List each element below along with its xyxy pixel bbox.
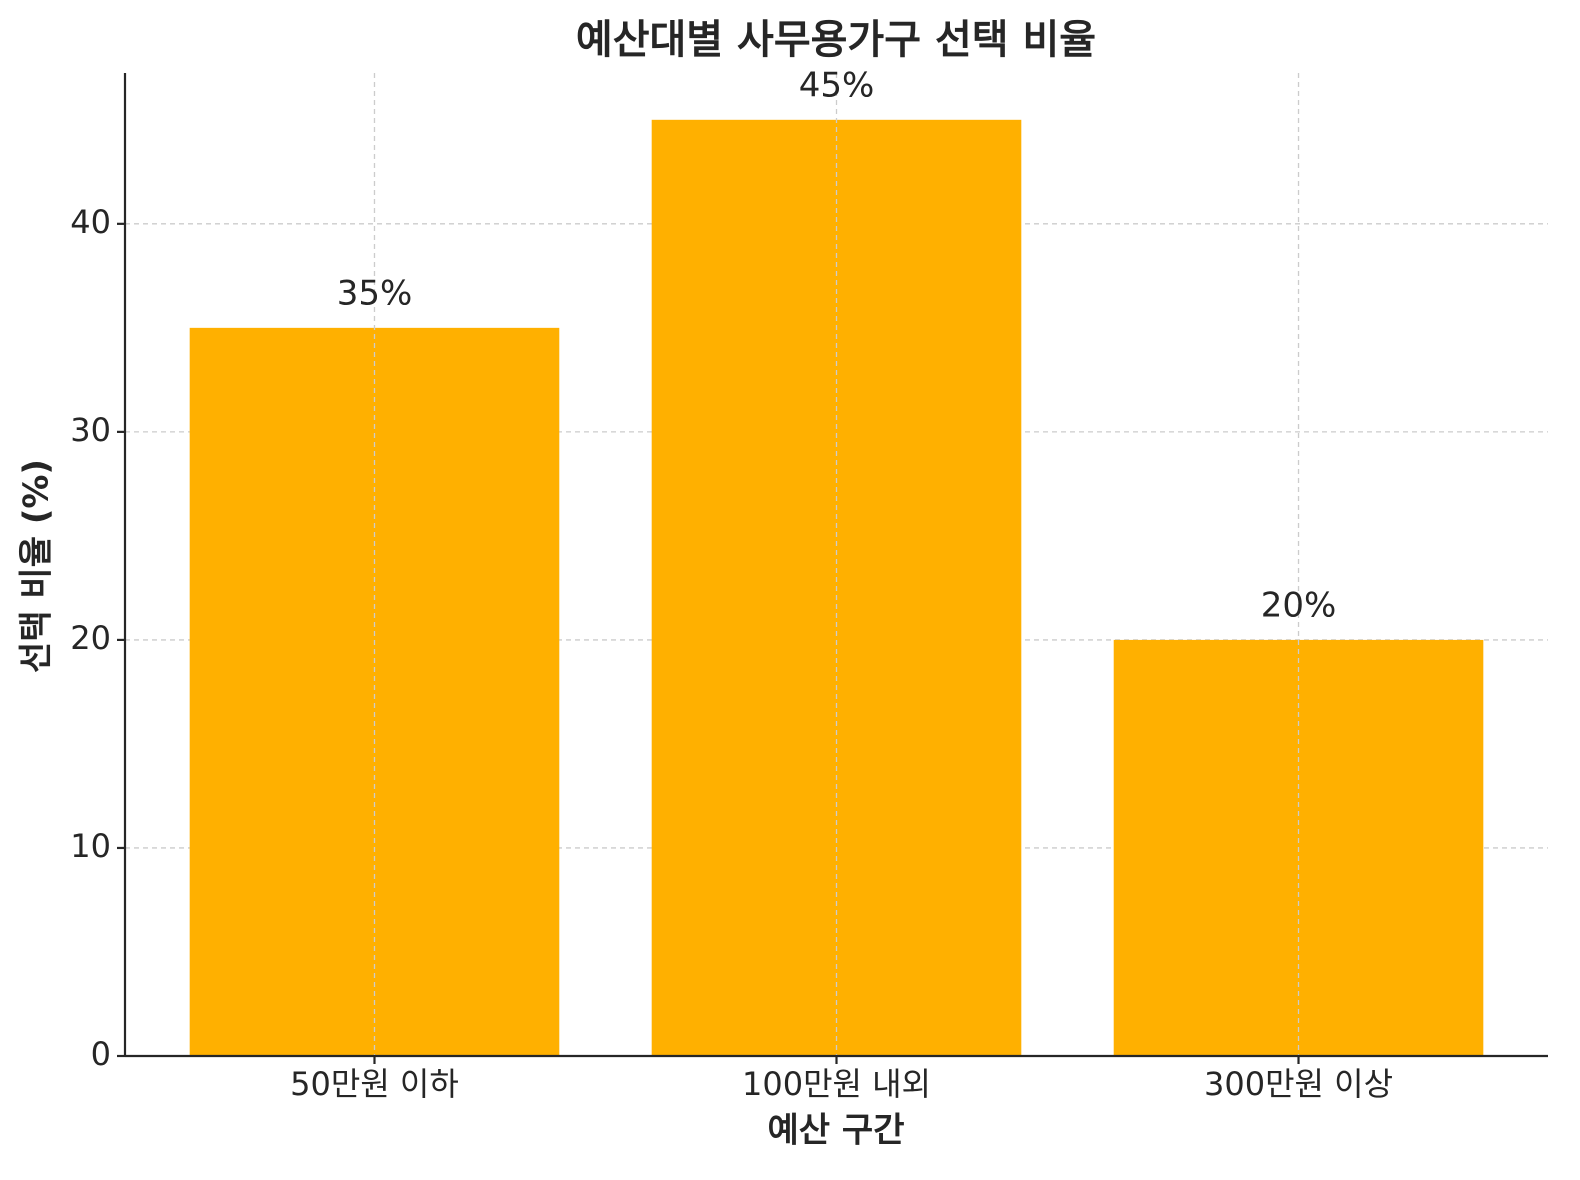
x-tick-label: 100만원 내외 (742, 1065, 931, 1103)
x-tick-label: 300만원 이상 (1204, 1065, 1393, 1103)
chart-title: 예산대별 사무용가구 선택 비율 (576, 17, 1096, 63)
bar (189, 327, 560, 1057)
y-tick-label: 0 (91, 1035, 111, 1073)
y-tick-label: 30 (70, 411, 111, 449)
x-axis-label: 예산 구간 (768, 1111, 905, 1151)
y-tick-label: 10 (70, 827, 111, 865)
y-tick-label: 40 (70, 203, 111, 241)
value-label: 35% (337, 273, 413, 313)
value-label: 20% (1261, 585, 1337, 625)
x-tick-label: 50만원 이하 (290, 1065, 459, 1103)
value-label: 45% (799, 65, 875, 105)
y-tick-label: 20 (70, 619, 111, 657)
y-axis-label: 선택 비율 (%) (17, 459, 57, 673)
